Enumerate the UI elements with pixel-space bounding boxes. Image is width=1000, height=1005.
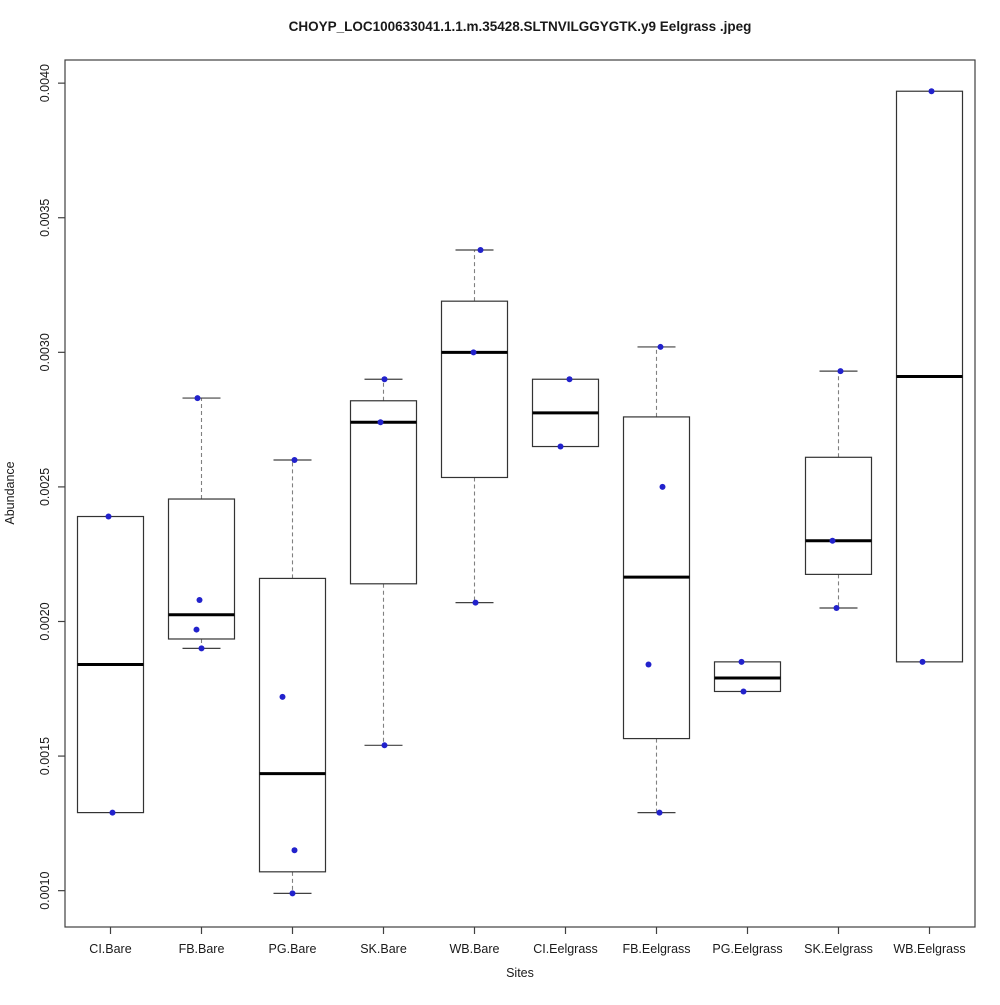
x-tick-label: SK.Eelgrass: [804, 942, 873, 956]
box-rect: [440, 300, 509, 479]
data-point: [833, 605, 840, 612]
data-point: [837, 368, 844, 375]
x-axis-label: Sites: [506, 966, 534, 980]
y-axis-label: Abundance: [3, 461, 17, 524]
data-point: [381, 742, 388, 749]
x-tick-label: FB.Bare: [179, 942, 225, 956]
data-point: [645, 661, 652, 668]
box-rect: [804, 456, 873, 575]
data-point: [740, 688, 747, 695]
data-point: [289, 890, 296, 897]
data-point: [477, 247, 484, 254]
data-point: [279, 693, 286, 700]
data-point: [659, 483, 666, 490]
data-point: [829, 537, 836, 544]
data-point: [193, 626, 200, 633]
data-point: [928, 88, 935, 95]
x-tick-label: FB.Eelgrass: [622, 942, 690, 956]
data-point: [109, 809, 116, 816]
box-rect: [349, 400, 418, 585]
data-point: [196, 596, 203, 603]
data-point: [657, 343, 664, 350]
y-tick-label: 0.0020: [38, 602, 52, 640]
y-tick-label: 0.0015: [38, 737, 52, 775]
data-point: [291, 456, 298, 463]
x-tick-label: CI.Bare: [89, 942, 131, 956]
x-tick-label: PG.Eelgrass: [712, 942, 782, 956]
x-tick-label: WB.Bare: [449, 942, 499, 956]
data-point: [377, 419, 384, 426]
data-point: [198, 645, 205, 652]
y-tick-label: 0.0025: [38, 468, 52, 506]
data-point: [472, 599, 479, 606]
x-tick-label: WB.Eelgrass: [893, 942, 965, 956]
x-tick-label: PG.Bare: [269, 942, 317, 956]
y-tick-label: 0.0030: [38, 333, 52, 371]
y-tick-label: 0.0035: [38, 199, 52, 237]
data-point: [566, 376, 573, 383]
data-point: [738, 658, 745, 665]
y-tick-label: 0.0040: [38, 64, 52, 102]
plot-frame: [64, 59, 976, 928]
y-tick-label: 0.0010: [38, 871, 52, 909]
data-point: [470, 349, 477, 356]
chart-title: CHOYP_LOC100633041.1.1.m.35428.SLTNVILGG…: [289, 19, 752, 34]
data-point: [194, 395, 201, 402]
data-point: [557, 443, 564, 450]
plot-layer: 0.0010 0.0015 0.0020 0.0025 0.0030 0.0035 0.00…: [38, 59, 976, 956]
data-point: [656, 809, 663, 816]
x-tick-label: CI.Eelgrass: [533, 942, 598, 956]
data-point: [105, 513, 112, 520]
box-rect: [167, 498, 236, 640]
data-point: [291, 847, 298, 854]
data-point: [919, 658, 926, 665]
box-rect: [258, 577, 327, 873]
x-tick-label: SK.Bare: [360, 942, 407, 956]
data-point: [381, 376, 388, 383]
